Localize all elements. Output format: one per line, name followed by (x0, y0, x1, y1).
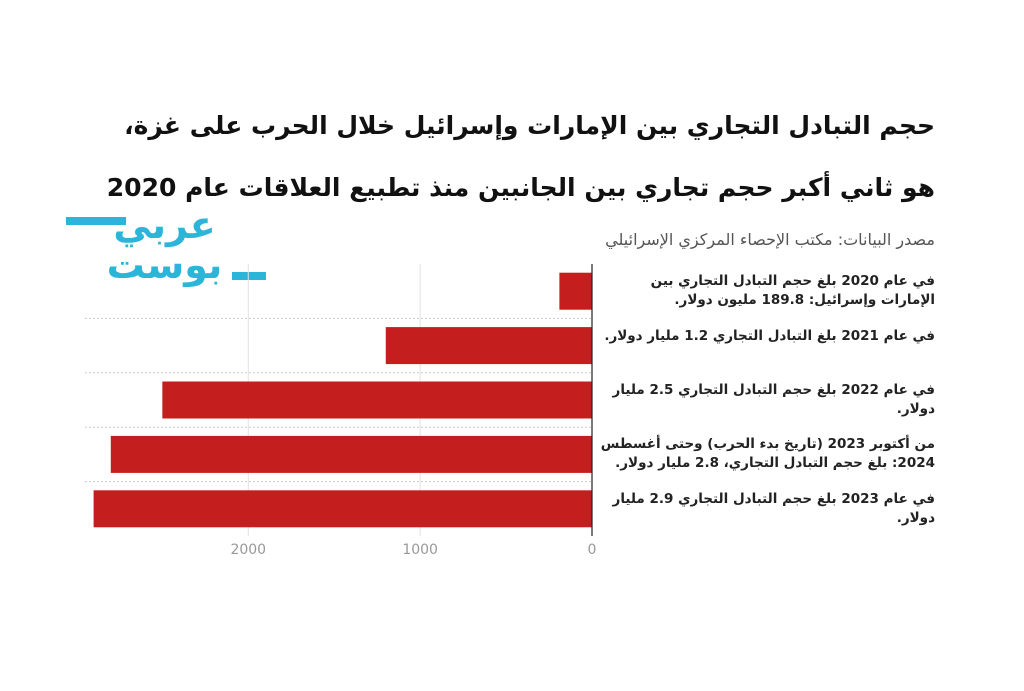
logo-bar (232, 272, 266, 280)
x-tick-label: 1000 (402, 542, 438, 558)
y-tick-label: في عام 2023 بلغ حجم التبادل التجاري 2.9 … (612, 490, 935, 526)
y-tick-label: من أكتوبر 2023 (تاريخ بدء الحرب) وحتى أغ… (600, 436, 935, 472)
logo-bar (66, 217, 126, 225)
y-tick-label: في عام 2022 بلغ حجم التبادل التجاري 2.5 … (612, 382, 935, 417)
y-tick-label: في عام 2021 بلغ التبادل التجاري 1.2 مليا… (604, 327, 935, 344)
bar (110, 435, 592, 473)
chart-title: حجم التبادل التجاري بين الإمارات وإسرائي… (106, 111, 935, 202)
bar (162, 381, 592, 419)
bar (385, 327, 592, 365)
bar (93, 490, 592, 528)
logo: عربي بوست (106, 203, 223, 287)
bar (559, 272, 592, 310)
y-tick-label: في عام 2020 بلغ حجم التبادل التجاري بين … (650, 273, 935, 309)
source-note: مصدر البيانات: مكتب الإحصاء المركزي الإس… (605, 230, 935, 249)
x-tick-label: 2000 (230, 542, 266, 558)
x-tick-label: 0 (588, 542, 597, 558)
